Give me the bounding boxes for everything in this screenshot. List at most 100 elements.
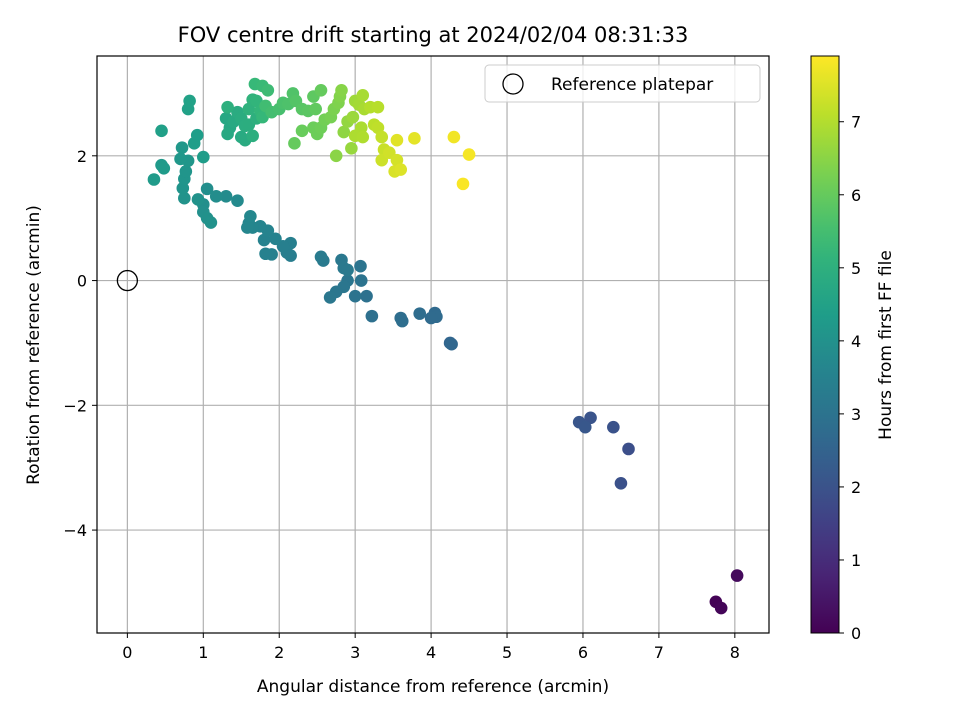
data-point [348,289,362,303]
data-point [622,442,635,456]
colorbar-tick-label: 7 [851,113,861,132]
data-point [197,150,210,164]
colorbar-tick-label: 5 [851,259,861,278]
plot-frame [96,55,770,634]
x-axis-label: Angular distance from reference (arcmin) [257,677,609,697]
data-point [346,110,360,124]
data-point [445,337,458,351]
data-point [246,129,259,143]
data-point [335,84,348,97]
colorbar-tick-label: 3 [851,405,861,424]
chart-title: FOV centre drift starting at 2024/02/04 … [178,23,689,47]
x-tick-label: 1 [198,643,208,662]
data-point [354,259,367,273]
data-point [314,84,328,97]
data-point [204,216,218,229]
data-point [183,94,196,108]
data-point [200,182,214,196]
x-tick-label: 6 [578,643,588,662]
legend: Reference platepar [484,64,761,103]
y-tick-label: 0 [77,272,87,291]
colorbar-tick-label: 4 [851,332,861,351]
colorbar-tick-label: 0 [851,624,861,643]
data-point [578,420,592,434]
colorbar [811,56,839,633]
data-point [360,289,373,303]
data-point [337,125,351,139]
data-point [462,148,476,161]
data-point [365,309,379,323]
data-point [356,130,370,144]
data-point [179,165,193,178]
colorbar-tick-label: 6 [851,186,861,205]
data-point [394,163,408,176]
data-point [375,130,389,144]
x-tick-label: 2 [274,643,284,662]
data-point [259,247,272,261]
data-point [408,132,421,145]
data-points [147,77,744,615]
data-point [309,102,322,116]
y-tick-label: 2 [77,147,87,166]
data-point [269,232,282,246]
data-point [607,420,620,434]
data-point [413,307,427,320]
data-point [231,194,244,208]
reference-marker-group [116,269,139,292]
data-point [456,177,470,191]
reference-platepar-marker [116,269,139,292]
x-axis-ticks: 0 1 2 3 4 5 6 7 8 [122,633,740,662]
colorbar-label: Hours from first FF file [876,250,896,440]
data-point [261,84,275,97]
data-point [241,221,254,234]
colorbar-ticks: 0 1 2 3 4 5 6 7 [839,113,861,643]
data-point [395,314,409,328]
y-tick-label: −2 [63,396,87,415]
data-point [190,128,204,142]
x-tick-label: 4 [426,643,436,662]
data-point [356,88,370,102]
y-axis-ticks: −4 −2 0 2 [63,147,97,540]
data-point [174,152,187,166]
legend-label: Reference platepar [551,75,713,95]
data-point [219,190,233,203]
data-point [614,476,628,490]
colorbar-tick-label: 1 [851,551,861,570]
data-point [730,569,744,582]
data-point [714,601,728,615]
x-tick-label: 3 [350,643,360,662]
data-point [390,133,404,147]
data-point [345,142,358,155]
x-tick-label: 7 [654,643,664,662]
data-point [323,291,337,304]
data-point [175,141,189,154]
data-point [341,263,354,277]
data-point [244,210,257,223]
data-point [354,274,368,287]
data-point [295,124,309,138]
y-tick-label: −4 [63,521,87,540]
legend-box [484,64,761,103]
x-tick-label: 0 [122,643,132,662]
data-point [447,130,461,144]
data-point [155,124,168,138]
data-point [424,311,438,325]
data-point [221,127,234,141]
data-point [209,190,223,203]
colorbar-tick-label: 2 [851,478,861,497]
data-point [178,191,191,205]
grid-lines [97,56,769,633]
y-axis-label: Rotation from reference (arcmin) [24,205,44,485]
colorbar-frame [810,55,840,634]
data-point [157,161,171,175]
data-point [191,193,205,206]
data-point [288,137,301,150]
x-tick-label: 5 [502,643,512,662]
data-point [584,411,597,425]
data-point [329,149,343,163]
x-tick-label: 8 [730,643,740,662]
data-point [176,181,190,195]
data-point [147,173,161,186]
data-point [221,100,234,114]
